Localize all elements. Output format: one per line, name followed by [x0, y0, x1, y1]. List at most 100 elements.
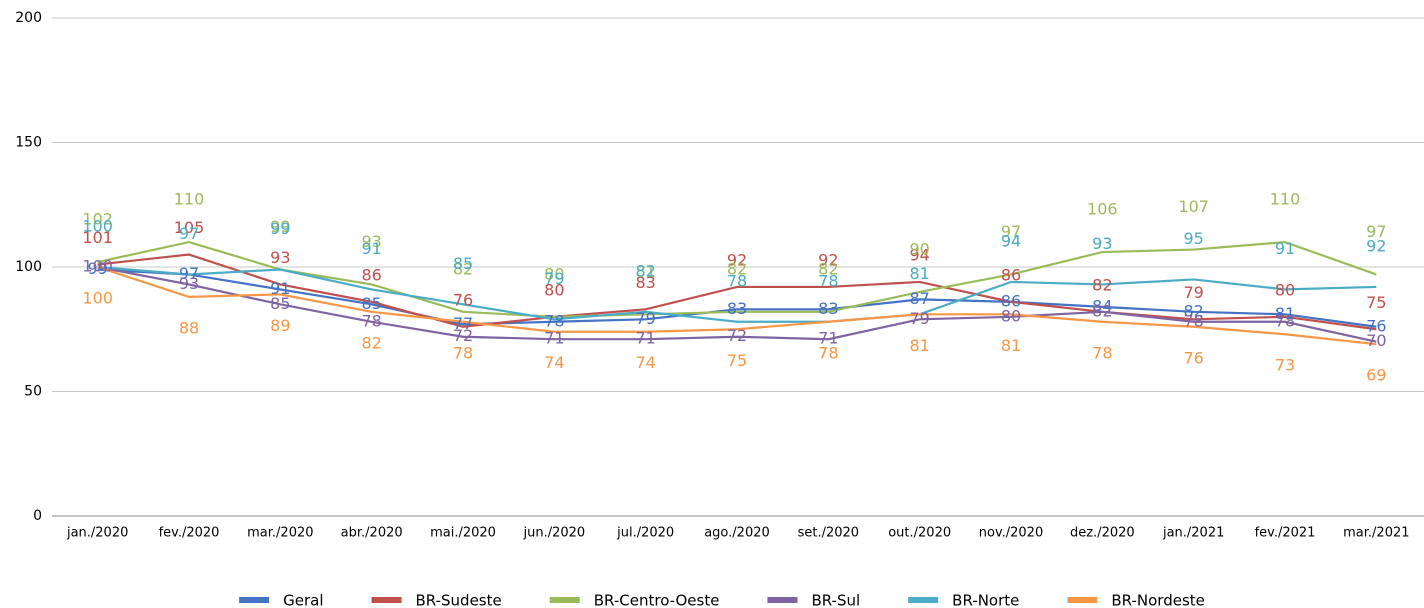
data-label: 76: [1183, 348, 1203, 367]
data-label: 110: [1270, 190, 1301, 209]
y-tick-label: 200: [15, 10, 42, 26]
data-label: 82: [818, 259, 838, 278]
x-tick-label: mar./2020: [247, 526, 313, 541]
y-tick-label: 100: [15, 259, 42, 275]
data-label: 83: [727, 299, 747, 318]
legend-label: BR-Sul: [811, 592, 860, 608]
data-label: 85: [453, 254, 473, 273]
series-line: [97, 240, 1377, 318]
data-label: 105: [174, 218, 205, 237]
data-label: 91: [361, 239, 381, 258]
data-label: 93: [179, 274, 199, 293]
data-label: 69: [1366, 366, 1386, 385]
legend-label: BR-Centro-Oeste: [594, 592, 720, 608]
series-line: [97, 265, 1377, 323]
data-label: 75: [1366, 293, 1386, 312]
legend-swatch: [239, 597, 270, 603]
series-line: [97, 265, 1377, 343]
legend-swatch: [371, 597, 402, 603]
data-label: 72: [727, 326, 747, 345]
data-label: 78: [544, 311, 564, 330]
data-label: 85: [270, 294, 290, 313]
data-label: 82: [453, 259, 473, 278]
data-label: 79: [635, 309, 655, 328]
data-label: 82: [727, 259, 747, 278]
data-label: 97: [1366, 222, 1386, 241]
y-tick-label: 150: [15, 135, 42, 151]
legend: Geral BR-Sudeste BR-Centro-Oeste BR-Sul BR-N…: [239, 592, 1205, 608]
data-label: 78: [818, 343, 838, 362]
data-label: 94: [909, 245, 929, 264]
data-label: 100: [82, 217, 113, 236]
data-label: 100: [82, 289, 113, 308]
data-label: 99: [270, 217, 290, 236]
data-label: 82: [1183, 301, 1203, 320]
data-label: 90: [909, 239, 929, 258]
x-tick-label: nov./2020: [979, 526, 1043, 541]
data-label: 87: [909, 289, 929, 308]
data-label: 78: [1092, 343, 1112, 362]
data-label: 74: [544, 353, 564, 372]
data-label: 107: [1178, 197, 1209, 216]
data-label: 78: [361, 311, 381, 330]
data-label: 91: [270, 279, 290, 298]
data-label: 75: [727, 351, 747, 370]
data-label: 101: [82, 228, 113, 247]
data-label: 80: [1001, 306, 1021, 325]
data-label: 71: [544, 329, 564, 348]
data-label: 85: [361, 294, 381, 313]
data-label: 93: [361, 232, 381, 251]
data-label: 79: [909, 309, 929, 328]
data-label: 80: [544, 264, 564, 283]
data-label: 81: [635, 262, 655, 281]
x-tick-label: out./2020: [888, 526, 951, 541]
data-label: 77: [453, 314, 473, 333]
x-tick-label: jan./2020: [66, 526, 128, 541]
data-label: 91: [1275, 239, 1295, 258]
x-tick-label: fev./2020: [159, 526, 220, 541]
legend-swatch: [767, 597, 798, 603]
data-label: 78: [453, 343, 473, 362]
data-label: 82: [1092, 301, 1112, 320]
y-tick-label: 0: [33, 508, 42, 524]
data-label: 71: [818, 329, 838, 348]
data-label: 79: [544, 269, 564, 288]
data-label: 82: [635, 261, 655, 280]
data-label: 94: [1001, 231, 1021, 250]
data-label: 76: [1366, 316, 1386, 335]
x-tick-label: jan./2021: [1162, 526, 1224, 541]
data-label: 82: [1092, 275, 1112, 294]
series-line: [97, 268, 1377, 328]
data-label: 80: [544, 280, 564, 299]
x-tick-label: mar./2021: [1343, 526, 1409, 541]
x-tick-label: dez./2020: [1070, 526, 1135, 541]
legend-label: BR-Nordeste: [1111, 592, 1205, 608]
data-label: 99: [270, 219, 290, 238]
data-label: 93: [270, 248, 290, 267]
data-label: 78: [818, 271, 838, 290]
legend-swatch: [1067, 597, 1098, 603]
y-tick-label: 50: [24, 384, 42, 400]
data-label: 102: [82, 210, 113, 229]
series-line: [97, 265, 1377, 346]
legend-label: BR-Sudeste: [416, 592, 502, 608]
data-label: 82: [361, 333, 381, 352]
data-label: 86: [1001, 265, 1021, 284]
data-label: 92: [727, 250, 747, 269]
data-label: 83: [635, 273, 655, 292]
data-label: 110: [174, 190, 205, 209]
legend-label: Geral: [283, 592, 323, 608]
data-label: 73: [1275, 356, 1295, 375]
data-label: 88: [179, 318, 199, 337]
data-label: 81: [909, 336, 929, 355]
data-label: 97: [179, 264, 199, 283]
x-tick-label: fev./2021: [1255, 526, 1316, 541]
x-tick-label: jul./2020: [616, 526, 674, 541]
data-label: 92: [818, 250, 838, 269]
data-label: 72: [453, 326, 473, 345]
data-label: 106: [1087, 200, 1118, 219]
data-label: 81: [1001, 336, 1021, 355]
x-tick-label: abr./2020: [341, 526, 403, 541]
data-label: 71: [635, 329, 655, 348]
